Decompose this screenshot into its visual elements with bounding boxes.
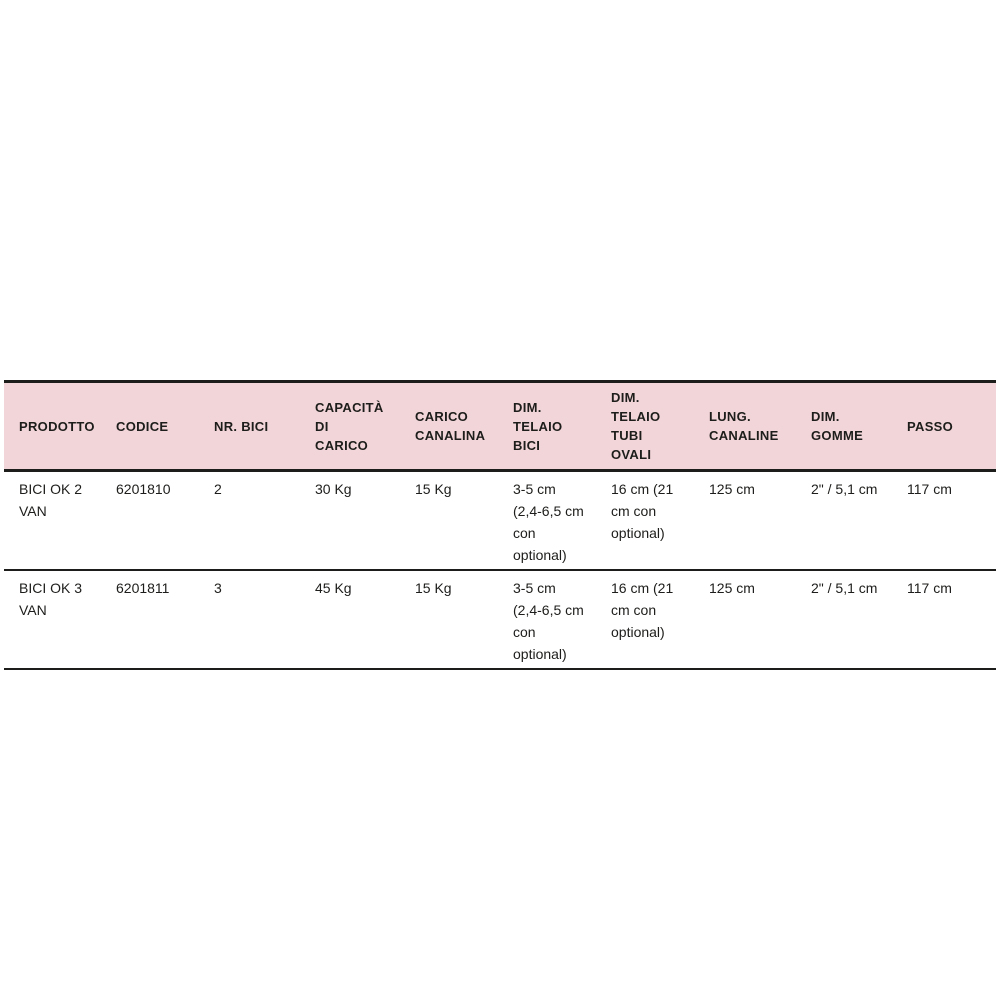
- column-header-codice: CODICE: [116, 418, 169, 434]
- table-row: BICI OK 3 VAN 6201811 3 45 Kg 15 Kg 3-5 cm (2…: [4, 570, 996, 669]
- table-row: BICI OK 2 VAN 6201810 2 30 Kg 15 Kg 3-5 cm (2…: [4, 470, 996, 570]
- product-spec-table: PRODOTTO CODICE NR. BICI CAPACITÀ DI CARICO…: [4, 380, 996, 670]
- cell-capacita-carico: 45 Kg: [315, 580, 352, 596]
- cell-dim-telaio-bici: 3-5 cm (2,4-6,5 cm con optional): [513, 580, 584, 662]
- column-header-dim-telaio-tubi-ovali: DIM. TELAIO TUBI OVALI: [611, 390, 661, 462]
- cell-nr-bici: 3: [214, 580, 222, 596]
- column-header-dim-gomme: DIM. GOMME: [811, 409, 864, 443]
- header-row: PRODOTTO CODICE NR. BICI CAPACITÀ DI CARICO…: [4, 381, 996, 471]
- cell-codice: 6201811: [116, 580, 170, 596]
- column-header-prodotto: PRODOTTO: [19, 418, 95, 434]
- table-header: PRODOTTO CODICE NR. BICI CAPACITÀ DI CARICO…: [4, 381, 996, 471]
- cell-carico-canalina: 15 Kg: [415, 580, 452, 596]
- column-header-nr-bici: NR. BICI: [214, 418, 269, 434]
- cell-dim-telaio-tubi-ovali: 16 cm (21 cm con optional): [611, 481, 674, 541]
- cell-nr-bici: 2: [214, 481, 222, 497]
- cell-passo: 117 cm: [907, 580, 952, 596]
- cell-lung-canaline: 125 cm: [709, 580, 755, 596]
- cell-passo: 117 cm: [907, 481, 952, 497]
- column-header-capacita-carico: CAPACITÀ DI CARICO: [315, 399, 384, 453]
- cell-lung-canaline: 125 cm: [709, 481, 755, 497]
- cell-dim-telaio-tubi-ovali: 16 cm (21 cm con optional): [611, 580, 674, 640]
- cell-dim-telaio-bici: 3-5 cm (2,4-6,5 cm con optional): [513, 481, 584, 563]
- cell-capacita-carico: 30 Kg: [315, 481, 352, 497]
- cell-carico-canalina: 15 Kg: [415, 481, 452, 497]
- column-header-passo: PASSO: [907, 418, 954, 434]
- cell-dim-gomme: 2" / 5,1 cm: [811, 580, 878, 596]
- column-header-dim-telaio-bici: DIM. TELAIO BICI: [513, 399, 563, 453]
- column-header-carico-canalina: CARICO CANALINA: [415, 409, 486, 443]
- column-header-lung-canaline: LUNG. CANALINE: [709, 409, 779, 443]
- cell-codice: 6201810: [116, 481, 171, 497]
- cell-dim-gomme: 2" / 5,1 cm: [811, 481, 878, 497]
- cell-prodotto: BICI OK 2 VAN: [19, 481, 83, 519]
- cell-prodotto: BICI OK 3 VAN: [19, 580, 83, 618]
- table-body: BICI OK 2 VAN 6201810 2 30 Kg 15 Kg 3-5 cm (2…: [4, 470, 996, 669]
